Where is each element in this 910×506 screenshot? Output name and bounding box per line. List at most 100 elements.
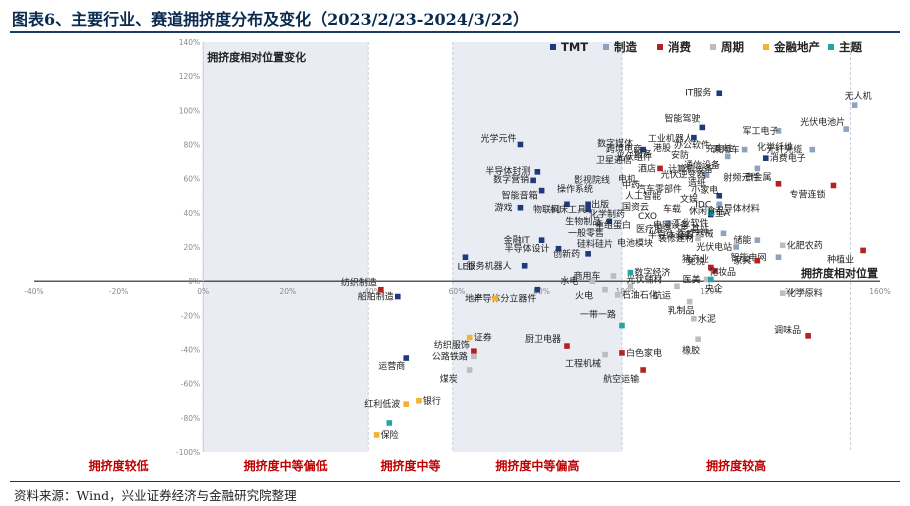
data-point[interactable] xyxy=(716,192,723,199)
data-point[interactable] xyxy=(530,177,536,184)
data-point[interactable] xyxy=(762,155,769,161)
data-point[interactable] xyxy=(471,353,477,360)
data-point[interactable] xyxy=(779,290,786,296)
data-point[interactable] xyxy=(691,134,697,141)
data-point[interactable] xyxy=(775,180,782,187)
data-point[interactable] xyxy=(754,257,761,264)
data-point[interactable] xyxy=(640,146,646,153)
data-point[interactable] xyxy=(394,293,401,300)
cluster-label: CXO xyxy=(638,212,657,222)
band-3 xyxy=(452,42,622,452)
data-point[interactable] xyxy=(627,269,634,276)
data-point[interactable] xyxy=(712,268,718,274)
data-point-label: 生物制品 xyxy=(565,215,601,227)
data-point[interactable] xyxy=(691,315,697,322)
data-point[interactable] xyxy=(724,153,731,160)
data-point[interactable] xyxy=(373,432,380,438)
data-point[interactable] xyxy=(754,165,761,172)
data-point-label: 纺织服饰 xyxy=(434,339,470,351)
data-point[interactable] xyxy=(686,298,693,305)
data-point[interactable] xyxy=(708,276,714,283)
data-point[interactable] xyxy=(619,350,625,356)
data-point[interactable] xyxy=(640,367,646,373)
data-point[interactable] xyxy=(585,201,591,208)
legend-label: 制造 xyxy=(614,40,637,54)
data-point[interactable] xyxy=(720,230,727,237)
data-point[interactable] xyxy=(614,292,621,298)
data-point-label: 光学元件 xyxy=(480,133,516,145)
data-point[interactable] xyxy=(851,102,858,109)
cluster-label: 中药 xyxy=(622,179,640,191)
y-tick-label: -60% xyxy=(181,380,200,389)
legend-marker xyxy=(603,44,609,50)
data-point[interactable] xyxy=(555,245,562,252)
data-point[interactable] xyxy=(538,187,545,194)
y-tick-label: -40% xyxy=(181,346,200,355)
data-point[interactable] xyxy=(386,420,393,426)
data-point[interactable] xyxy=(619,322,625,329)
data-point[interactable] xyxy=(716,201,723,208)
data-point-label: 乘用车 xyxy=(713,144,740,156)
data-point[interactable] xyxy=(843,126,849,132)
data-point[interactable] xyxy=(733,244,739,250)
data-point[interactable] xyxy=(602,286,608,293)
data-point-label: 纺织制造 xyxy=(341,277,377,289)
data-point[interactable] xyxy=(610,273,617,279)
data-point[interactable] xyxy=(466,367,473,373)
y-tick-label: -100% xyxy=(176,448,200,457)
data-point[interactable] xyxy=(517,204,524,211)
data-point[interactable] xyxy=(695,235,701,242)
data-point[interactable] xyxy=(860,247,866,254)
data-point[interactable] xyxy=(708,264,714,271)
data-point[interactable] xyxy=(674,283,680,290)
data-point[interactable] xyxy=(403,401,410,407)
data-point[interactable] xyxy=(708,210,714,216)
data-point-label: 消费电子 xyxy=(770,152,806,164)
data-point[interactable] xyxy=(703,276,710,283)
data-point[interactable] xyxy=(585,251,591,257)
data-point[interactable] xyxy=(606,218,613,225)
data-point[interactable] xyxy=(830,182,837,189)
data-point[interactable] xyxy=(703,172,710,179)
data-point[interactable] xyxy=(466,334,473,341)
data-point[interactable] xyxy=(517,141,524,148)
data-point[interactable] xyxy=(416,397,422,404)
data-point[interactable] xyxy=(589,278,596,284)
data-point[interactable] xyxy=(741,146,748,153)
data-point[interactable] xyxy=(716,90,723,97)
data-point[interactable] xyxy=(627,283,634,290)
data-point[interactable] xyxy=(754,237,761,243)
data-point-label: 军工电子 xyxy=(742,125,778,137)
data-point[interactable] xyxy=(564,201,570,208)
y-tick-label: 140% xyxy=(179,38,200,47)
data-point[interactable] xyxy=(492,295,498,302)
data-point[interactable] xyxy=(657,165,663,172)
legend-marker xyxy=(710,44,716,50)
data-point[interactable] xyxy=(462,254,469,261)
data-point[interactable] xyxy=(779,242,786,249)
x-tick-label: -40% xyxy=(24,287,43,296)
data-point[interactable] xyxy=(534,286,541,293)
chart-title: 图表6、主要行业、赛道拥挤度分布及变化（2023/2/23-2024/3/22） xyxy=(12,10,530,29)
data-point[interactable] xyxy=(521,262,528,269)
data-point[interactable] xyxy=(699,124,706,131)
data-point[interactable] xyxy=(403,355,410,361)
data-point[interactable] xyxy=(378,286,384,293)
data-point-label: 光纤光缆 xyxy=(766,144,802,156)
cluster-label: 造纸 xyxy=(688,177,706,189)
data-point[interactable] xyxy=(602,351,608,358)
data-point[interactable] xyxy=(775,128,782,134)
data-point[interactable] xyxy=(534,169,541,175)
data-point[interactable] xyxy=(585,206,591,213)
data-point[interactable] xyxy=(805,333,811,339)
data-point[interactable] xyxy=(665,220,672,226)
data-point[interactable] xyxy=(538,237,545,243)
data-point[interactable] xyxy=(564,343,570,349)
data-point[interactable] xyxy=(471,348,477,355)
data-point[interactable] xyxy=(809,146,816,153)
data-point[interactable] xyxy=(695,336,701,343)
data-point[interactable] xyxy=(775,254,782,261)
band-labels: 拥挤度较低 拥挤度中等偏低 拥挤度中等 拥挤度中等偏高 拥挤度较高 xyxy=(89,458,767,473)
data-point-label: 半导体材料 xyxy=(715,203,760,215)
